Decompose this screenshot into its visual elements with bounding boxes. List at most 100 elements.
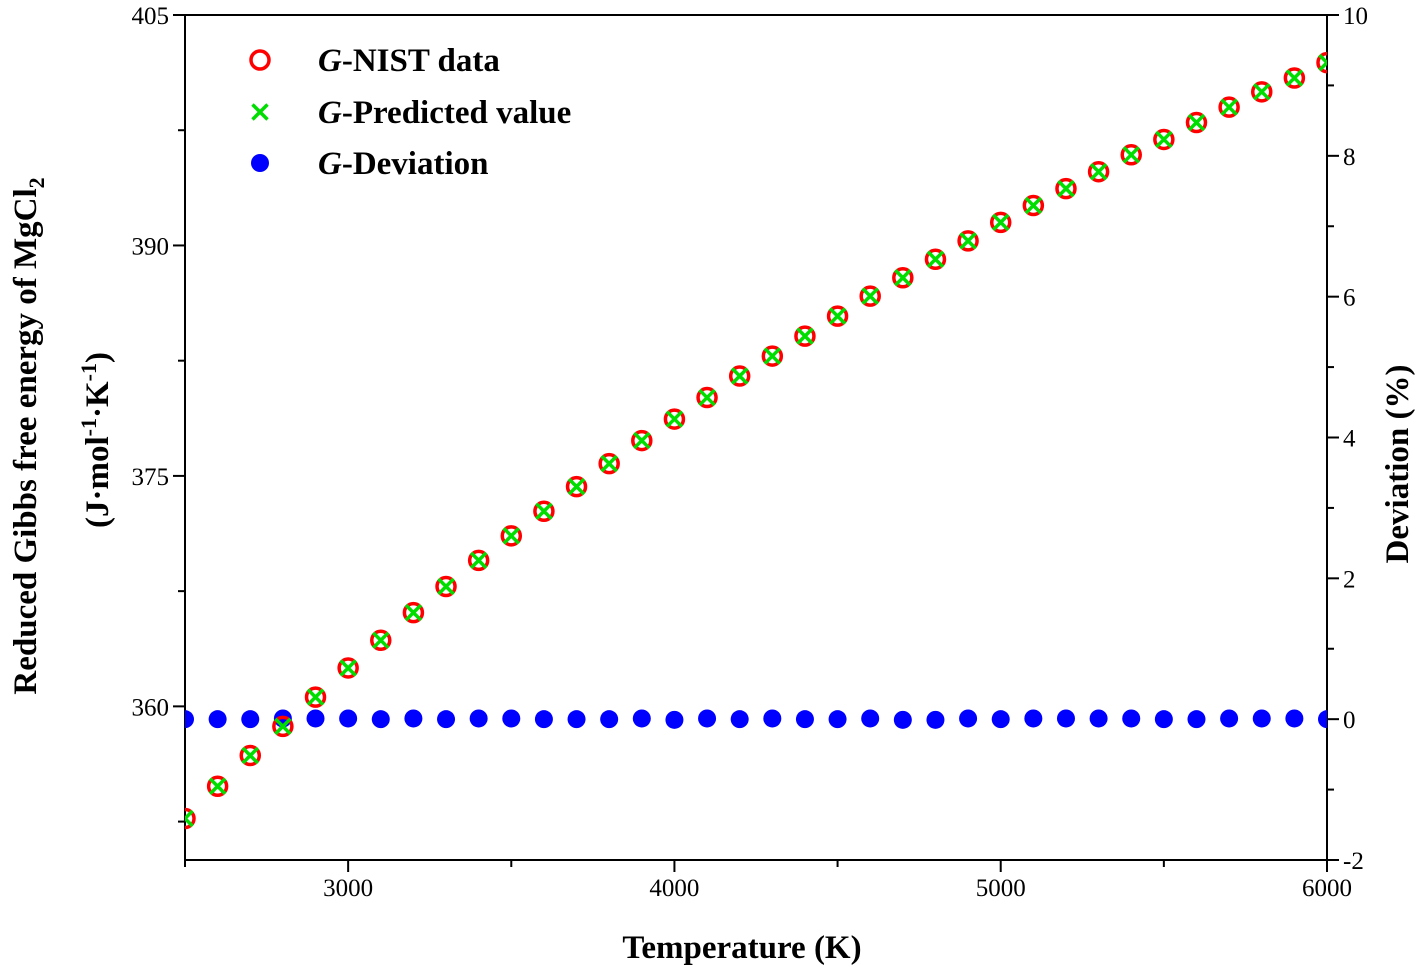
legend-marker — [251, 103, 269, 121]
data-point — [1318, 710, 1327, 729]
data-point — [763, 347, 782, 365]
y-right-tick-label: -2 — [1343, 848, 1364, 875]
data-point — [567, 477, 586, 496]
data-point — [698, 388, 716, 407]
axis-ticks — [173, 14, 1339, 872]
data-point — [206, 775, 229, 798]
data-point — [185, 809, 194, 828]
data-point — [696, 386, 718, 409]
series-g-predicted-value — [185, 53, 1327, 828]
data-point — [1283, 67, 1306, 89]
data-point — [1089, 709, 1108, 728]
data-point — [1120, 144, 1142, 166]
data-point — [502, 527, 521, 545]
data-point — [730, 367, 749, 385]
legend-marker — [249, 49, 271, 71]
data-point — [469, 709, 488, 728]
data-point — [1056, 709, 1075, 728]
data-point — [892, 266, 914, 289]
y-right-tick-label: 6 — [1343, 285, 1356, 312]
legend-label-rest: -Deviation — [342, 146, 489, 182]
data-point — [306, 688, 325, 706]
data-point — [1252, 709, 1271, 728]
y-unit-sup-1: -1 — [76, 418, 101, 436]
data-point — [241, 746, 259, 765]
data-point — [794, 325, 816, 347]
data-point — [1220, 709, 1239, 728]
data-point — [1057, 179, 1075, 198]
data-point — [959, 232, 977, 250]
y-left-tick-label: 390 — [132, 233, 170, 260]
data-point — [1089, 162, 1108, 181]
data-point — [404, 709, 423, 728]
data-point — [185, 807, 196, 830]
data-point — [1285, 69, 1304, 87]
data-point — [730, 710, 749, 729]
data-point — [502, 709, 521, 728]
data-point — [1285, 709, 1304, 728]
data-point — [339, 709, 358, 728]
data-point — [957, 230, 979, 252]
data-point — [1154, 710, 1173, 729]
data-point — [631, 429, 653, 452]
legend-label-italic: G — [318, 95, 342, 131]
data-point — [1316, 51, 1327, 74]
data-point — [437, 577, 455, 596]
data-point — [665, 410, 684, 428]
data-point — [828, 710, 847, 729]
x-tick-label: 6000 — [1302, 875, 1352, 902]
y-axis-left-title-line1: Reduced Gibbs free energy of MgCl2 — [8, 177, 49, 694]
data-point — [1253, 83, 1271, 101]
data-point — [826, 305, 849, 327]
x-tick-label: 3000 — [323, 875, 373, 902]
legend-marker — [251, 154, 269, 172]
data-point — [861, 709, 880, 728]
data-point — [1153, 128, 1175, 151]
data-point — [1087, 160, 1110, 183]
legend-label-italic: G — [318, 43, 342, 79]
data-point — [665, 710, 684, 729]
y-right-tick-label: 10 — [1343, 3, 1368, 30]
data-point — [959, 709, 978, 728]
data-point — [989, 211, 1012, 234]
tick-labels: 3000 4000 5000 6000 360 375 390 405 -2 0 2 4 6 8 10 — [132, 3, 1369, 902]
x-tick-label: 4000 — [649, 875, 699, 902]
data-point — [185, 710, 194, 729]
legend-label-italic: G — [318, 146, 342, 182]
data-point — [337, 657, 359, 679]
data-point — [1187, 113, 1206, 132]
y-left-tick-label: 360 — [132, 694, 170, 721]
data-point — [926, 710, 945, 729]
data-point — [208, 777, 227, 795]
data-point — [1250, 81, 1273, 103]
y-unit-part-1: (J·mol — [80, 436, 116, 528]
data-point — [663, 408, 686, 430]
data-point — [534, 710, 553, 729]
data-point — [1024, 709, 1043, 728]
data-point — [924, 248, 947, 271]
series-g-deviation — [185, 709, 1327, 729]
data-point — [1024, 196, 1043, 215]
y-right-tick-label: 8 — [1343, 144, 1356, 171]
y-right-tick-label: 4 — [1343, 426, 1356, 453]
data-point — [469, 551, 488, 570]
y-right-tick-label: 2 — [1343, 566, 1356, 593]
data-point — [828, 307, 847, 325]
data-point — [861, 287, 879, 305]
data-point — [1187, 710, 1206, 729]
y-left-tick-label: 405 — [132, 3, 170, 30]
data-point — [404, 603, 423, 622]
data-point — [761, 345, 784, 367]
data-point — [533, 500, 555, 522]
data-point — [1055, 177, 1077, 200]
legend-label: G-Deviation — [318, 146, 489, 182]
y-axis-left-title-line2: (J·mol-1·K-1) — [76, 352, 116, 528]
data-point — [241, 710, 260, 729]
data-point — [600, 710, 619, 729]
legend-label: G-NIST data — [318, 43, 500, 79]
data-point — [1155, 130, 1173, 149]
data-point — [274, 717, 292, 736]
data-point — [372, 631, 390, 650]
